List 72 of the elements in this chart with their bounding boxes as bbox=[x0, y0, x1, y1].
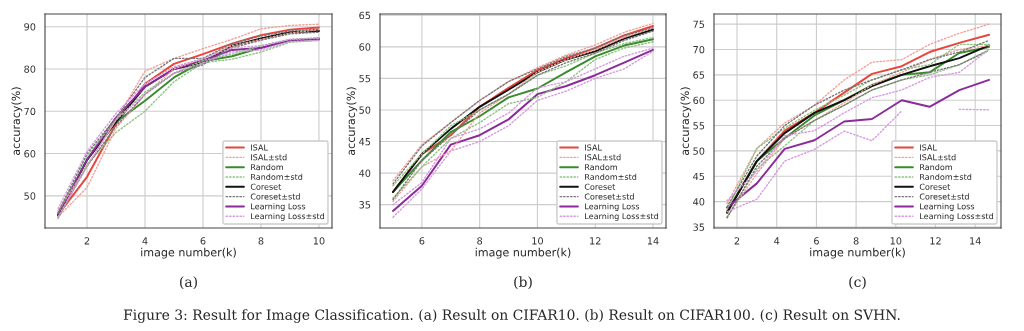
y-axis-title: accuracy(%) bbox=[346, 87, 358, 156]
y-tick-label: 80 bbox=[24, 65, 36, 73]
y-tick-label: 35 bbox=[693, 223, 705, 231]
legend-label: Learning Loss±std bbox=[251, 212, 325, 221]
legend-label: Learning Loss±std bbox=[920, 212, 994, 221]
legend-label: Learning Loss bbox=[920, 203, 975, 211]
caption: Figure 3: Result for Image Classification. (a) Result on CIFAR10. (b) Result on CIFAR100. (c) Result on SVHN. bbox=[123, 309, 900, 323]
legend-label: Coreset bbox=[919, 183, 951, 190]
x-tick-label: 4 bbox=[774, 237, 780, 245]
y-tick-label: 65 bbox=[693, 71, 705, 79]
y-tick-label: 45 bbox=[693, 172, 705, 181]
x-tick-label: 2 bbox=[84, 237, 90, 245]
y-axis-title: accuracy(%) bbox=[680, 87, 692, 156]
legend-label: Random bbox=[920, 163, 952, 171]
x-axis-title: image number(k) bbox=[475, 247, 571, 259]
x-tick-label: 14 bbox=[647, 237, 659, 245]
x-tick-label: 10 bbox=[890, 237, 902, 245]
y-tick-label: 65 bbox=[359, 11, 371, 20]
x-tick-label: 6 bbox=[419, 237, 425, 245]
x-tick-label: 12 bbox=[590, 237, 601, 245]
y-axis-title: accuracy(%) bbox=[11, 87, 23, 156]
legend-label: Learning Loss±std bbox=[585, 212, 659, 221]
y-tick-label: 50 bbox=[693, 147, 705, 155]
legend-label: ISAL bbox=[585, 144, 602, 151]
y-tick-label: 45 bbox=[359, 138, 371, 146]
legend-label: ISAL±std bbox=[585, 154, 621, 161]
x-tick-label: 14 bbox=[970, 237, 981, 245]
x-tick-label: 6 bbox=[200, 237, 206, 245]
x-tick-label: 4 bbox=[142, 237, 148, 245]
legend-label: ISAL bbox=[251, 144, 268, 151]
x-tick-label: 8 bbox=[258, 237, 264, 245]
legend-label: Coreset bbox=[250, 183, 282, 190]
text: (c) bbox=[849, 276, 866, 289]
legend-label: ISAL bbox=[920, 144, 937, 151]
legend-label: Coreset±std bbox=[250, 193, 300, 200]
legend-label: Random±std bbox=[585, 173, 637, 180]
y-tick-label: 70 bbox=[24, 107, 36, 116]
legend-label: Random±std bbox=[251, 173, 303, 180]
y-tick-label: 55 bbox=[359, 74, 371, 83]
legend-label: Random bbox=[251, 163, 283, 171]
legend-label: Coreset±std bbox=[584, 193, 634, 200]
legend-label: ISAL±std bbox=[920, 154, 956, 161]
y-tick-label: 40 bbox=[359, 169, 371, 177]
y-tick-label: 70 bbox=[693, 45, 705, 54]
y-tick-label: 40 bbox=[693, 198, 705, 206]
y-tick-label: 90 bbox=[24, 23, 36, 31]
x-axis-title: image number(k) bbox=[810, 247, 905, 259]
text: (a) bbox=[180, 276, 197, 289]
y-tick-label: 55 bbox=[693, 122, 705, 130]
x-tick-label: 8 bbox=[853, 237, 859, 245]
x-tick-label: 2 bbox=[734, 237, 740, 245]
legend-label: Learning Loss bbox=[585, 203, 640, 211]
y-tick-label: 60 bbox=[693, 96, 705, 105]
text: (b) bbox=[514, 276, 532, 289]
legend-label: Coreset bbox=[584, 183, 616, 190]
x-tick-label: 8 bbox=[477, 237, 483, 245]
y-tick-label: 75 bbox=[693, 20, 705, 28]
x-axis-title: image number(k) bbox=[141, 247, 236, 259]
legend-label: Random±std bbox=[920, 173, 972, 180]
y-tick-label: 50 bbox=[24, 192, 36, 200]
y-tick-label: 35 bbox=[359, 201, 371, 209]
y-tick-label: 60 bbox=[359, 43, 371, 51]
x-tick-label: 6 bbox=[814, 237, 819, 245]
x-tick-label: 12 bbox=[930, 237, 941, 245]
legend-label: Random bbox=[585, 163, 617, 171]
legend-label: Coreset±std bbox=[919, 193, 969, 200]
x-tick-label: 10 bbox=[313, 237, 325, 245]
legend-label: ISAL±std bbox=[251, 154, 287, 161]
legend-label: Learning Loss bbox=[251, 203, 306, 211]
y-tick-label: 50 bbox=[359, 106, 371, 114]
x-tick-label: 10 bbox=[532, 237, 543, 245]
y-tick-label: 60 bbox=[24, 150, 36, 158]
